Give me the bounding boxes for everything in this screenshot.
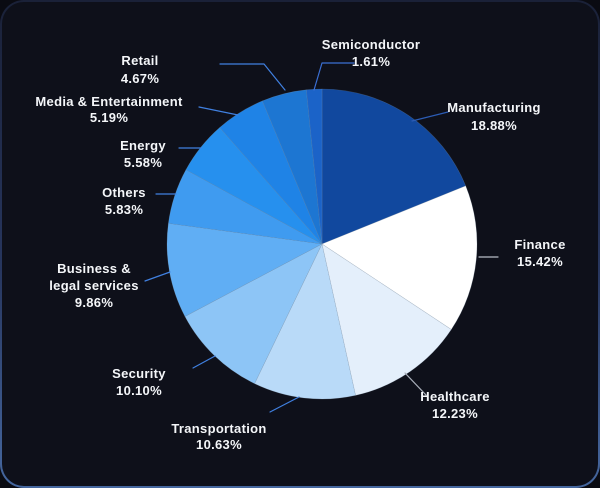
- pie-slice-retail[interactable]: [262, 89, 323, 245]
- slice-label-transportation: Transportation 10.63%: [171, 421, 266, 452]
- pie-slice-healthcare[interactable]: [321, 243, 452, 396]
- slice-label-semiconductor: Semiconductor 1.61%: [322, 37, 421, 69]
- leader-line-transportation: [269, 396, 300, 413]
- slice-label-business-legal-services: Business & legal services 9.86%: [49, 261, 139, 310]
- slice-label-retail: Retail 4.67%: [121, 53, 160, 86]
- pie-slice-media-entertainment[interactable]: [219, 100, 323, 245]
- slice-label-finance: Finance 15.42%: [514, 237, 565, 269]
- leader-line-retail: [219, 63, 286, 91]
- slice-label-others: Others 5.83%: [102, 185, 146, 217]
- leader-line-business-legal-services: [144, 271, 171, 282]
- pie-slice-others[interactable]: [168, 169, 323, 245]
- leader-line-manufacturing: [411, 111, 449, 122]
- pie-slice-transportation[interactable]: [254, 243, 356, 400]
- pie-slice-manufacturing[interactable]: [321, 88, 467, 245]
- slice-label-security: Security 10.10%: [112, 366, 166, 398]
- slice-label-manufacturing: Manufacturing 18.88%: [447, 100, 540, 133]
- pie-slice-security[interactable]: [184, 243, 323, 384]
- leader-line-healthcare: [404, 372, 427, 396]
- slice-label-healthcare: Healthcare 12.23%: [420, 389, 489, 421]
- slice-label-media-entertainment: Media & Entertainment 5.19%: [35, 94, 183, 125]
- slice-label-energy: Energy 5.58%: [120, 138, 166, 170]
- pie-slice-energy[interactable]: [185, 127, 323, 245]
- leader-line-semiconductor: [313, 62, 355, 91]
- pie-slice-finance[interactable]: [321, 185, 478, 330]
- pie-slice-business-legal-services[interactable]: [166, 223, 323, 317]
- leader-line-media-entertainment: [198, 106, 239, 116]
- leader-line-security: [192, 355, 216, 369]
